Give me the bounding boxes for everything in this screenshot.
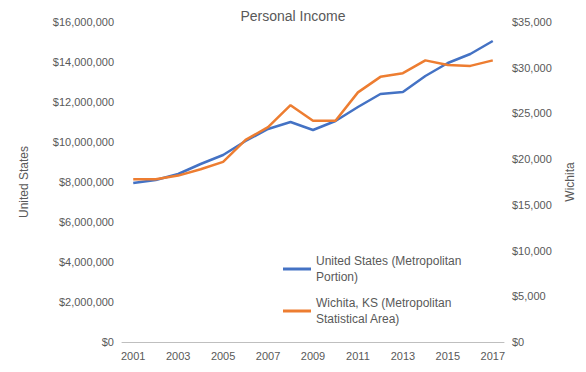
svg-text:2005: 2005 [211, 350, 235, 362]
svg-text:$15,000: $15,000 [512, 199, 552, 211]
svg-text:Wichita: Wichita [563, 162, 577, 202]
svg-text:Wichita, KS (Metropolitan: Wichita, KS (Metropolitan [316, 296, 455, 310]
svg-text:2003: 2003 [166, 350, 190, 362]
svg-text:Statistical Area): Statistical Area) [316, 312, 399, 326]
svg-text:$0: $0 [512, 336, 524, 348]
svg-text:2009: 2009 [301, 350, 325, 362]
svg-text:2017: 2017 [481, 350, 505, 362]
svg-text:2007: 2007 [256, 350, 280, 362]
svg-text:2011: 2011 [346, 350, 370, 362]
svg-text:2001: 2001 [121, 350, 145, 362]
svg-text:$35,000: $35,000 [512, 16, 552, 28]
svg-text:2015: 2015 [436, 350, 460, 362]
svg-text:$4,000,000: $4,000,000 [59, 256, 114, 268]
svg-text:$2,000,000: $2,000,000 [59, 296, 114, 308]
svg-text:Personal Income: Personal Income [240, 8, 345, 24]
svg-text:$20,000: $20,000 [512, 153, 552, 165]
svg-text:$16,000,000: $16,000,000 [53, 16, 114, 28]
svg-text:$12,000,000: $12,000,000 [53, 96, 114, 108]
svg-text:$10,000: $10,000 [512, 245, 552, 257]
svg-text:$30,000: $30,000 [512, 62, 552, 74]
svg-text:$0: $0 [102, 336, 114, 348]
svg-text:$8,000,000: $8,000,000 [59, 176, 114, 188]
svg-text:$14,000,000: $14,000,000 [53, 56, 114, 68]
svg-text:United States (Metropolitan: United States (Metropolitan [316, 254, 465, 268]
svg-text:Portion): Portion) [316, 270, 358, 284]
svg-text:$5,000: $5,000 [512, 290, 546, 302]
svg-text:$25,000: $25,000 [512, 107, 552, 119]
svg-text:2013: 2013 [391, 350, 415, 362]
svg-text:United States: United States [17, 146, 31, 218]
svg-text:$6,000,000: $6,000,000 [59, 216, 114, 228]
svg-text:$10,000,000: $10,000,000 [53, 136, 114, 148]
